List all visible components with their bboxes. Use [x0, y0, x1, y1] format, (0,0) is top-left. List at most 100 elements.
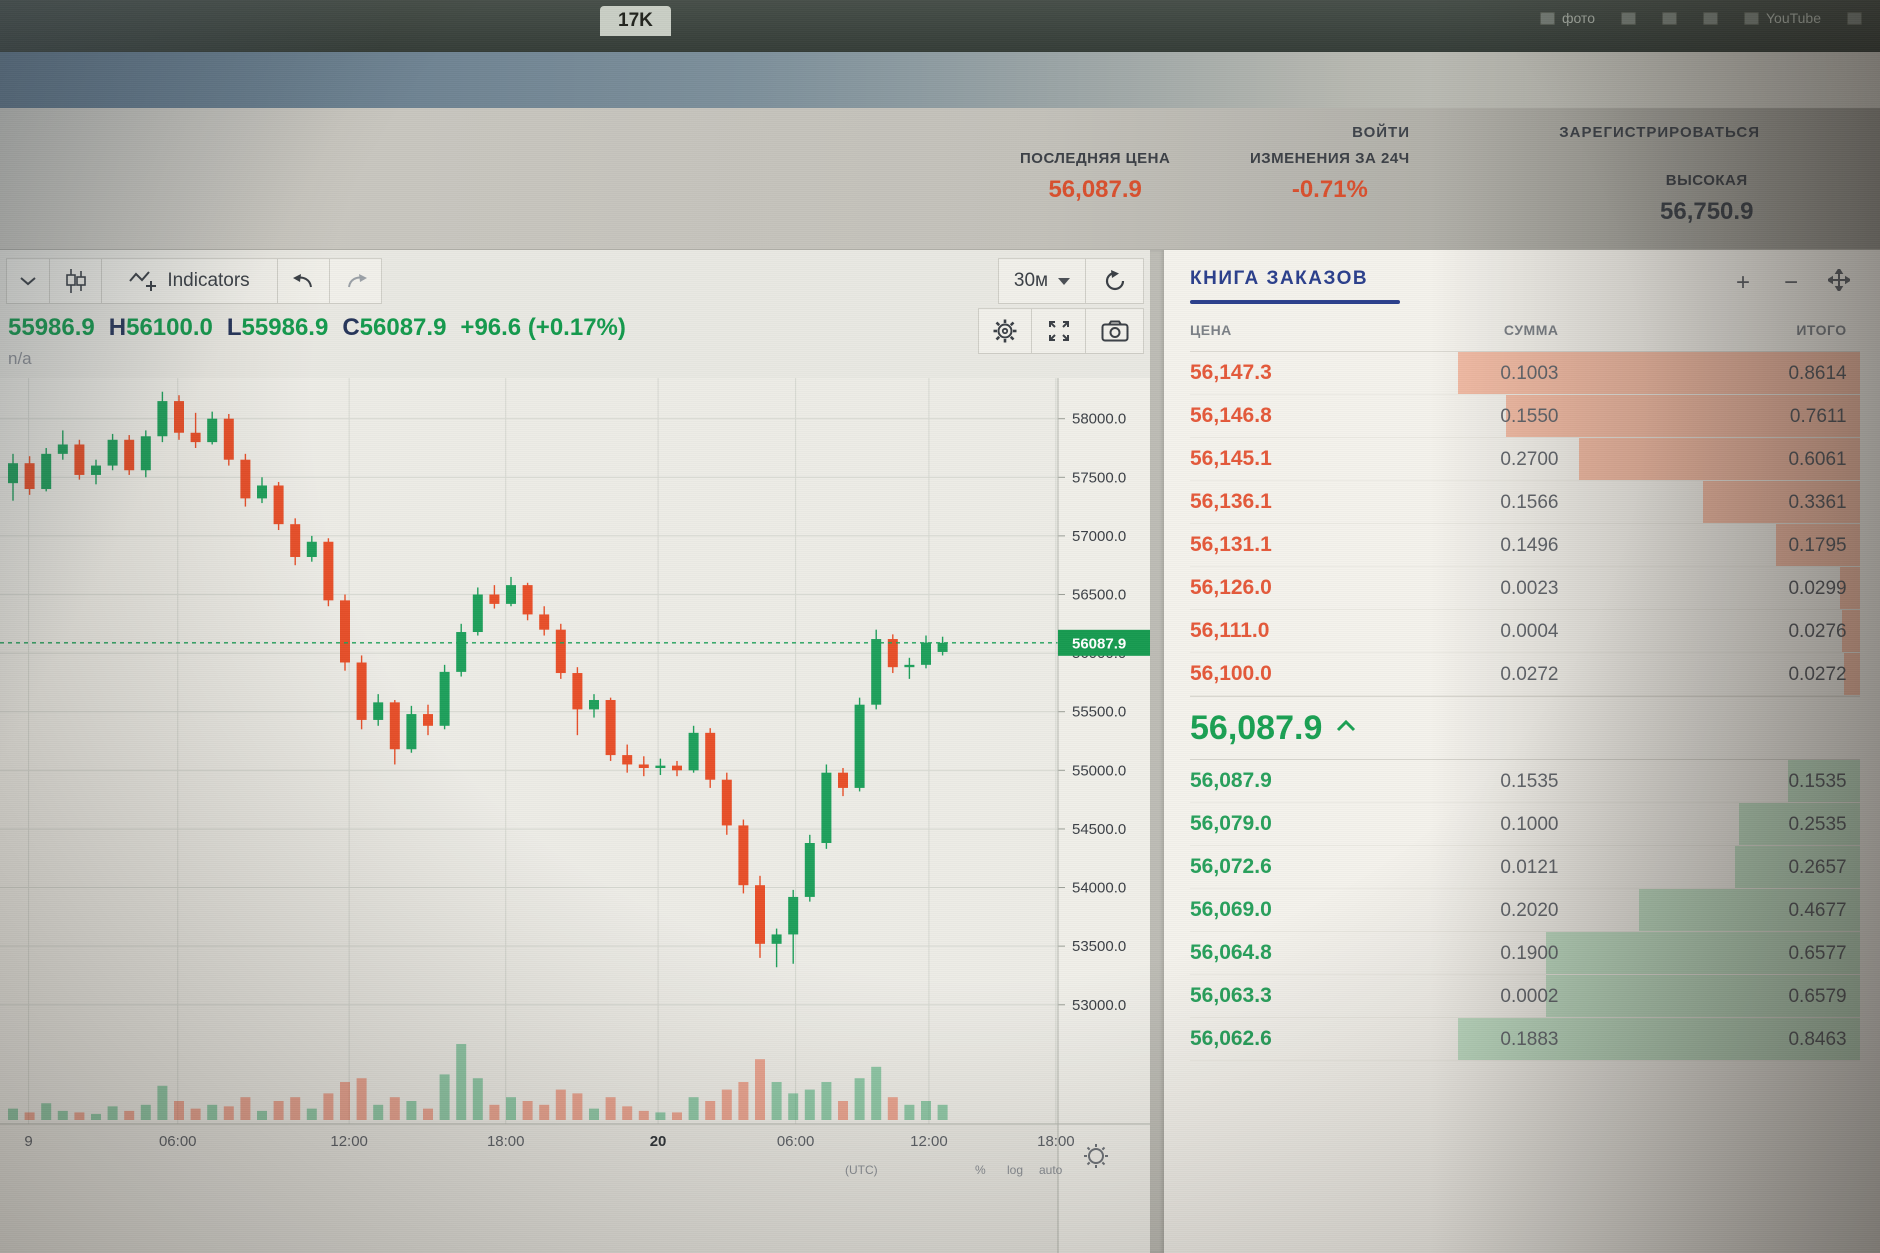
ask-row[interactable]: 56,126.0 0.0023 0.0299: [1190, 567, 1860, 610]
move-panel-button[interactable]: [1824, 266, 1854, 298]
time-tick-label[interactable]: 18:00: [1037, 1133, 1075, 1150]
order-total: 0.2535: [1788, 814, 1847, 835]
snapshot-button[interactable]: [1086, 308, 1144, 354]
bookmark-item[interactable]: YouTube: [1743, 10, 1821, 26]
scale-toggle-%[interactable]: %: [975, 1163, 986, 1177]
ask-row[interactable]: 56,147.3 0.1003 0.8614: [1190, 352, 1860, 395]
order-amount: 0.0272: [1500, 664, 1559, 685]
candle-body: [389, 702, 400, 750]
volume-bar: [290, 1097, 301, 1120]
depth-bar: [1546, 932, 1860, 974]
ask-row[interactable]: 56,100.0 0.0272 0.0272: [1190, 653, 1860, 696]
browser-bookmarks-bar: 17K фото YouTube: [0, 0, 1880, 52]
order-total: 0.1795: [1788, 535, 1847, 556]
volume-bar: [555, 1089, 566, 1120]
time-tick-label[interactable]: 9: [24, 1133, 32, 1150]
volume-bar: [157, 1085, 168, 1120]
volume-bar: [456, 1044, 467, 1120]
bid-row[interactable]: 56,087.9 0.1535 0.1535: [1190, 760, 1860, 803]
order-total: 0.6579: [1788, 986, 1847, 1007]
ask-row[interactable]: 56,146.8 0.1550 0.7611: [1190, 395, 1860, 438]
register-button[interactable]: ЗАРЕГИСТРИРОВАТЬСЯ: [1559, 124, 1760, 141]
volume-bar: [257, 1110, 267, 1120]
timeframe-select[interactable]: 30м: [998, 258, 1086, 304]
ask-row[interactable]: 56,131.1 0.1496 0.1795: [1190, 524, 1860, 567]
timezone-label[interactable]: (UTC): [845, 1163, 878, 1177]
order-price: 56,072.6: [1190, 855, 1272, 878]
candle-body: [589, 700, 599, 710]
candle-body: [472, 594, 483, 633]
ask-row[interactable]: 56,111.0 0.0004 0.0276: [1190, 610, 1860, 653]
ask-row[interactable]: 56,136.1 0.1566 0.3361: [1190, 481, 1860, 524]
line-style-button[interactable]: [6, 258, 50, 304]
scale-toggle-auto[interactable]: auto: [1039, 1163, 1063, 1177]
time-tick-label[interactable]: 06:00: [159, 1133, 197, 1150]
volume-bar: [207, 1104, 218, 1120]
precision-increase-button[interactable]: +: [1735, 269, 1750, 296]
scale-toggle-log[interactable]: log: [1007, 1163, 1023, 1177]
bookmark-item[interactable]: [1661, 11, 1677, 25]
bookmark-item[interactable]: [1620, 11, 1636, 25]
redo-button[interactable]: [330, 258, 382, 304]
bookmark-item[interactable]: [1702, 11, 1718, 25]
depth-bar: [1506, 395, 1860, 437]
login-button[interactable]: ВОЙТИ: [1352, 124, 1410, 141]
depth-bar: [1839, 567, 1860, 609]
candlestick-type-button[interactable]: [50, 258, 102, 304]
bookmark-folder-icon: [1620, 11, 1636, 25]
candle-body: [672, 765, 682, 771]
browser-tab-badge[interactable]: 17K: [600, 6, 671, 36]
asks-list: 56,147.3 0.1003 0.8614 56,146.8 0.1550 0.7611…: [1190, 352, 1860, 696]
bid-row[interactable]: 56,079.0 0.1000 0.2535: [1190, 803, 1860, 846]
bid-row[interactable]: 56,064.8 0.1900 0.6577: [1190, 932, 1860, 975]
chart-tools-secondary: [978, 308, 1144, 354]
stat-change-24h: ИЗМЕНЕНИЯ ЗА 24Ч -0.71%: [1250, 150, 1410, 204]
column-header-total: ИТОГО: [1796, 322, 1847, 338]
volume-bar: [738, 1082, 749, 1120]
axis-settings-gear-icon[interactable]: [1084, 1144, 1108, 1168]
bid-row[interactable]: 56,069.0 0.2020 0.4677: [1190, 889, 1860, 932]
time-tick-label[interactable]: 12:00: [330, 1133, 368, 1150]
bid-row[interactable]: 56,062.6 0.1883 0.8463: [1190, 1018, 1860, 1061]
chart-plot-area[interactable]: [0, 378, 1058, 1124]
volume-bar: [174, 1101, 184, 1120]
stat-label: ПОСЛЕДНЯЯ ЦЕНА: [1020, 150, 1171, 167]
price-chart[interactable]: 58000.057500.057000.056500.056000.055500…: [0, 378, 1150, 1253]
order-total: 0.2657: [1788, 857, 1847, 878]
bookmark-item[interactable]: [1847, 11, 1862, 25]
bid-row[interactable]: 56,063.3 0.0002 0.6579: [1190, 975, 1860, 1018]
desktop-background: [0, 52, 1880, 108]
time-tick-label[interactable]: 06:00: [777, 1133, 815, 1150]
precision-decrease-button[interactable]: −: [1783, 269, 1798, 296]
mid-price-row[interactable]: 56,087.9: [1190, 696, 1860, 760]
order-book-title: КНИГА ЗАКАЗОВ: [1190, 268, 1369, 289]
indicators-button[interactable]: Indicators: [102, 258, 278, 304]
depth-bar: [1703, 481, 1860, 523]
ask-row[interactable]: 56,145.1 0.2700 0.6061: [1190, 438, 1860, 481]
candle-body: [373, 702, 384, 720]
fullscreen-button[interactable]: [1032, 308, 1086, 354]
ohlc-key: C: [342, 314, 360, 341]
candle-body: [506, 585, 516, 604]
price-tick-label: 55500.0: [1072, 704, 1126, 721]
candle-body: [804, 843, 815, 897]
time-tick-label[interactable]: 18:00: [487, 1133, 525, 1150]
time-tick-label[interactable]: 20: [650, 1133, 667, 1150]
time-tick-label[interactable]: 12:00: [910, 1133, 948, 1150]
volume-bar: [91, 1113, 101, 1120]
price-axis[interactable]: [1058, 378, 1150, 1253]
bid-row[interactable]: 56,072.6 0.0121 0.2657: [1190, 846, 1860, 889]
volume-bar: [190, 1108, 201, 1120]
candle-body: [439, 671, 450, 726]
volume-bar: [638, 1110, 649, 1120]
refresh-button[interactable]: [1086, 258, 1144, 304]
volume-bar: [24, 1112, 35, 1120]
undo-button[interactable]: [278, 258, 330, 304]
volume-bar: [804, 1089, 815, 1120]
chart-settings-button[interactable]: [978, 308, 1032, 354]
stat-label: ВЫСОКАЯ: [1665, 172, 1748, 189]
candle-body: [406, 714, 417, 750]
bookmark-item[interactable]: фото: [1539, 10, 1595, 26]
order-total: 0.8463: [1788, 1029, 1847, 1050]
order-total: 0.7611: [1789, 406, 1847, 427]
